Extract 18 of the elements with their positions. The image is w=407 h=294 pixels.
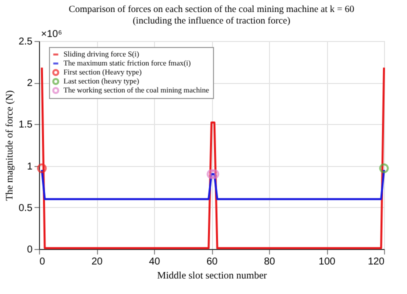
x-tick-label: 80	[264, 256, 276, 268]
x-tick-label: 120	[368, 256, 385, 268]
text: ×10⁶	[41, 29, 62, 40]
y-axis-title: The magnitude of force (N)	[4, 90, 16, 201]
x-tick-label: 60	[206, 256, 218, 268]
x-tick-label: 40	[148, 256, 160, 268]
y-tick-label: 0.5	[18, 202, 33, 214]
x-tick-label: 20	[91, 256, 103, 268]
y-tick-label: 1.5	[18, 120, 33, 131]
x-axis-title: Middle slot section number	[157, 270, 268, 282]
x-tick-label: 0	[40, 256, 46, 268]
y-tick-label: 1	[26, 161, 33, 172]
x-tick-label: 100	[318, 256, 336, 268]
y-tick-label: 2.5	[18, 36, 33, 48]
text: Comparison of forces on each section of the coal mining machine at k = 60	[68, 5, 354, 15]
y-tick-label: 0	[26, 244, 33, 256]
text: (including the influence of traction force)	[132, 16, 290, 26]
y-tick-label: 2	[26, 78, 33, 90]
